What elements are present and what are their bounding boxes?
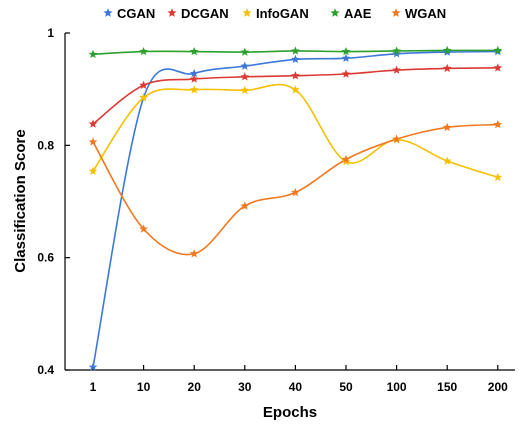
data-point-cgan bbox=[88, 362, 98, 371]
data-point-dcgan bbox=[442, 63, 452, 73]
data-point-infogan bbox=[240, 85, 250, 95]
x-tick-label: 150 bbox=[437, 380, 457, 394]
legend-marker-cgan bbox=[103, 8, 113, 17]
y-tick-label: 0.8 bbox=[37, 138, 54, 152]
legend-label-wgan: WGAN bbox=[405, 6, 446, 21]
x-ticks: 1 10 20 30 40 50 100 150 200 bbox=[90, 365, 508, 394]
data-point-dcgan bbox=[493, 63, 503, 72]
data-point-dcgan bbox=[341, 69, 351, 78]
legend-label-cgan: CGAN bbox=[117, 6, 155, 21]
x-tick-label: 40 bbox=[289, 380, 303, 394]
data-point-aae bbox=[493, 45, 503, 55]
x-tick-label: 30 bbox=[238, 380, 252, 394]
data-point-wgan bbox=[291, 187, 300, 197]
data-point-aae bbox=[291, 46, 300, 55]
data-point-infogan bbox=[88, 166, 98, 175]
data-point-wgan bbox=[139, 224, 148, 233]
data-point-dcgan bbox=[392, 65, 401, 74]
legend-marker-wgan bbox=[391, 8, 401, 17]
x-tick-label: 20 bbox=[188, 380, 202, 394]
legend-marker-dcgan bbox=[167, 8, 177, 17]
data-point-infogan bbox=[493, 172, 503, 182]
series-line-cgan bbox=[92, 50, 498, 368]
data-point-wgan bbox=[392, 134, 401, 143]
y-tick-label: 0.4 bbox=[37, 363, 54, 377]
data-point-aae bbox=[88, 49, 98, 59]
x-tick-label: 200 bbox=[488, 380, 508, 394]
series-line-infogan bbox=[92, 83, 499, 179]
y-tick-label: 1 bbox=[47, 26, 54, 40]
data-point-dcgan bbox=[139, 80, 148, 89]
plot-area: 0.4 0.6 0.8 1 1 10 20 30 40 50 100 150 200 bbox=[37, 26, 515, 394]
legend-label-infogan: InfoGAN bbox=[256, 6, 309, 21]
data-point-wgan bbox=[341, 154, 351, 164]
x-tick-label: 1 bbox=[90, 380, 97, 394]
data-point-cgan bbox=[341, 53, 351, 62]
data-point-dcgan bbox=[189, 74, 199, 83]
y-ticks: 0.4 0.6 0.8 1 bbox=[37, 26, 70, 377]
series-lines bbox=[92, 49, 499, 368]
data-point-aae bbox=[442, 45, 452, 55]
y-tick-label: 0.6 bbox=[37, 251, 54, 265]
data-point-aae bbox=[240, 47, 250, 56]
data-point-aae bbox=[392, 46, 401, 55]
data-point-infogan bbox=[442, 156, 452, 165]
legend-label-aae: AAE bbox=[344, 6, 372, 21]
x-axis-title: Epochs bbox=[263, 404, 317, 421]
x-tick-label: 100 bbox=[387, 380, 407, 394]
data-point-cgan bbox=[291, 54, 300, 64]
data-point-infogan bbox=[139, 92, 148, 102]
data-point-dcgan bbox=[291, 71, 300, 80]
legend-label-dcgan: DCGAN bbox=[181, 6, 229, 21]
data-point-infogan bbox=[189, 85, 199, 94]
data-point-cgan bbox=[189, 68, 199, 78]
data-point-cgan bbox=[240, 61, 250, 70]
data-point-dcgan bbox=[88, 119, 98, 128]
series-markers bbox=[88, 45, 503, 371]
data-point-aae bbox=[189, 46, 199, 56]
data-point-wgan bbox=[88, 137, 98, 146]
data-point-wgan bbox=[240, 201, 250, 210]
data-point-cgan bbox=[392, 49, 401, 58]
data-point-dcgan bbox=[240, 72, 250, 81]
legend: CGAN DCGAN InfoGAN AAE WGAN bbox=[103, 6, 446, 21]
legend-marker-infogan bbox=[242, 8, 252, 17]
data-point-wgan bbox=[442, 122, 452, 132]
data-point-aae bbox=[139, 46, 148, 56]
data-point-infogan bbox=[291, 85, 300, 94]
data-point-wgan bbox=[493, 119, 503, 129]
x-tick-label: 10 bbox=[137, 380, 151, 394]
data-point-wgan bbox=[189, 249, 199, 258]
legend-marker-aae bbox=[330, 8, 340, 17]
x-tick-label: 50 bbox=[339, 380, 353, 394]
y-axis-title: Classification Score bbox=[12, 129, 29, 272]
data-point-aae bbox=[341, 46, 351, 56]
